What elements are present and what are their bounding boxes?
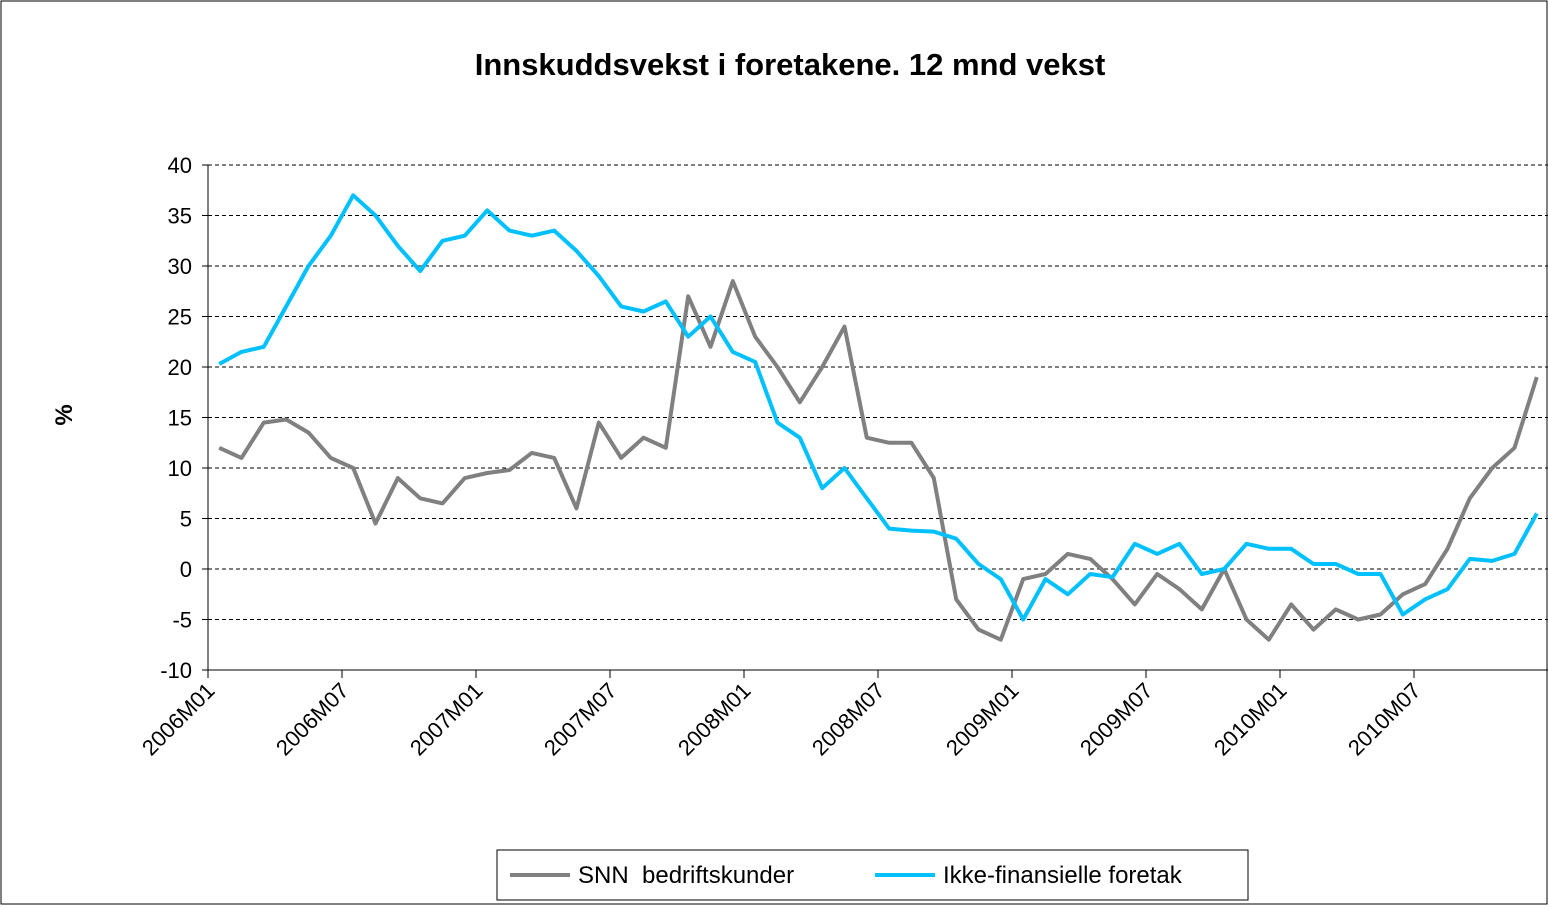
y-tick-label: 40 <box>168 153 192 178</box>
y-tick-label: 35 <box>168 204 192 229</box>
legend <box>496 849 1249 901</box>
y-tick-label: 0 <box>180 557 192 582</box>
y-tick-label: 25 <box>168 305 192 330</box>
y-tick-label: -10 <box>160 658 192 683</box>
y-tick-label: -5 <box>172 608 192 633</box>
y-tick-label: 5 <box>180 507 192 532</box>
y-tick-label: 20 <box>168 355 192 380</box>
legend-label: Ikke-finansielle foretak <box>943 862 1183 889</box>
legend-label: SNN bedriftskunder <box>578 862 794 889</box>
series-line <box>218 279 1539 642</box>
chart-title: Innskuddsvekst i foretakene. 12 mnd veks… <box>475 47 1106 82</box>
y-axis-label: % <box>51 404 78 425</box>
y-tick-label: 15 <box>168 406 192 431</box>
y-tick-label: 10 <box>168 456 192 481</box>
series-line <box>218 193 1539 622</box>
y-tick-label: 30 <box>168 254 192 279</box>
